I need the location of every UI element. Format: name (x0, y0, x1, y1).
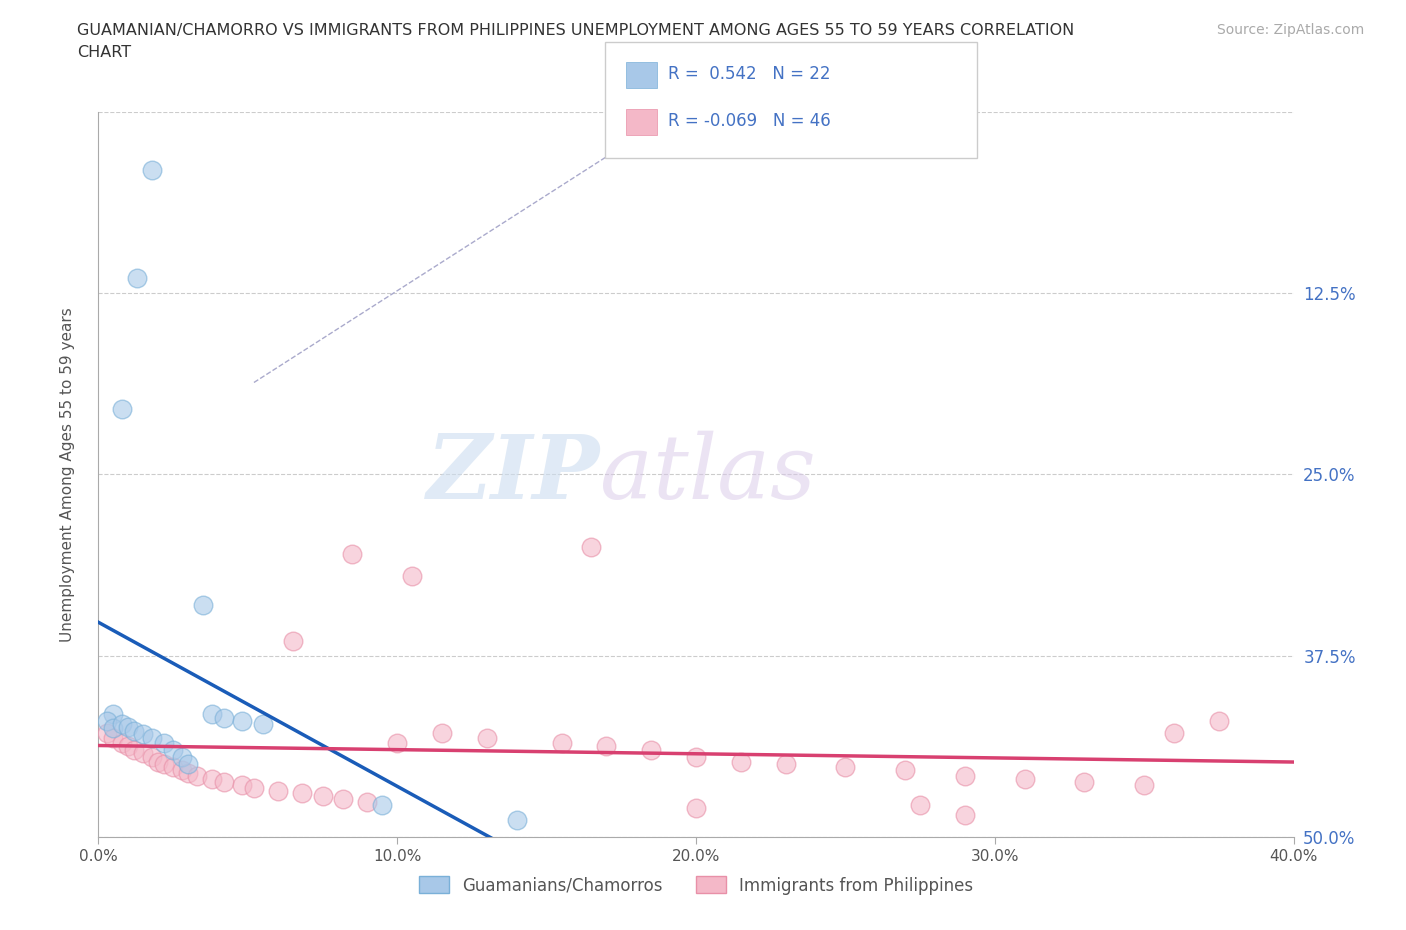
Point (332, 791, 354, 806)
Point (1133, 777, 1156, 792)
Point (430, 725, 453, 740)
Point (162, 742, 184, 757)
Point (201, 706, 224, 721)
Point (775, 757, 797, 772)
Point (148, 754, 170, 769)
Point (475, 731, 498, 746)
Point (153, 757, 176, 772)
Point (1073, 775, 1095, 790)
Point (506, 812, 529, 827)
Point (385, 736, 409, 751)
Point (96, 725, 118, 740)
Y-axis label: Unemployment Among Ages 55 to 59 years: Unemployment Among Ages 55 to 59 years (60, 307, 75, 642)
Point (730, 754, 752, 769)
Point (201, 772, 224, 787)
Point (894, 763, 917, 777)
Text: R =  0.542   N = 22: R = 0.542 N = 22 (668, 65, 831, 84)
Point (231, 713, 253, 728)
Point (117, 719, 139, 734)
Point (1163, 725, 1185, 740)
Point (953, 768, 976, 783)
Point (953, 808, 976, 823)
Point (595, 738, 617, 753)
Point (117, 738, 139, 753)
Text: GUAMANIAN/CHAMORRO VS IMMIGRANTS FROM PHILIPPINES UNEMPLOYMENT AMONG AGES 55 TO : GUAMANIAN/CHAMORRO VS IMMIGRANTS FROM PH… (77, 23, 1074, 38)
Point (550, 736, 572, 751)
Point (311, 789, 333, 804)
Point (243, 780, 266, 795)
Point (640, 742, 662, 757)
Point (103, 706, 125, 721)
Point (908, 798, 931, 813)
Point (111, 716, 134, 731)
Point (1014, 772, 1036, 787)
Point (162, 760, 184, 775)
Point (96, 713, 118, 728)
Point (127, 271, 149, 286)
Point (685, 801, 707, 816)
Point (267, 783, 290, 798)
Point (191, 597, 214, 612)
Point (124, 724, 146, 738)
Point (132, 726, 155, 741)
Text: ZIP: ZIP (427, 431, 600, 518)
Point (356, 795, 378, 810)
Point (132, 746, 155, 761)
Point (153, 736, 176, 751)
Point (103, 731, 125, 746)
Point (111, 402, 134, 417)
Point (177, 757, 200, 772)
Legend: Guamanians/Chamorros, Immigrants from Philippines: Guamanians/Chamorros, Immigrants from Ph… (412, 870, 980, 901)
Point (401, 568, 423, 583)
Text: R = -0.069   N = 46: R = -0.069 N = 46 (668, 112, 831, 130)
Point (141, 162, 163, 177)
Point (103, 721, 125, 736)
Text: Source: ZipAtlas.com: Source: ZipAtlas.com (1216, 23, 1364, 37)
Point (141, 750, 163, 764)
Point (186, 768, 208, 783)
Point (177, 765, 200, 780)
Point (281, 633, 304, 648)
Point (172, 750, 194, 764)
Point (141, 731, 163, 746)
Point (252, 716, 274, 731)
Point (291, 786, 314, 801)
Point (1208, 713, 1230, 728)
Point (124, 742, 146, 757)
Point (212, 775, 235, 790)
Point (111, 736, 134, 751)
Point (231, 777, 253, 792)
Point (172, 763, 194, 777)
Point (685, 750, 707, 764)
Text: CHART: CHART (77, 45, 131, 60)
Point (212, 711, 235, 725)
Text: atlas: atlas (600, 431, 815, 518)
Point (371, 798, 394, 813)
Point (834, 760, 856, 775)
Point (581, 539, 603, 554)
Point (342, 547, 364, 562)
